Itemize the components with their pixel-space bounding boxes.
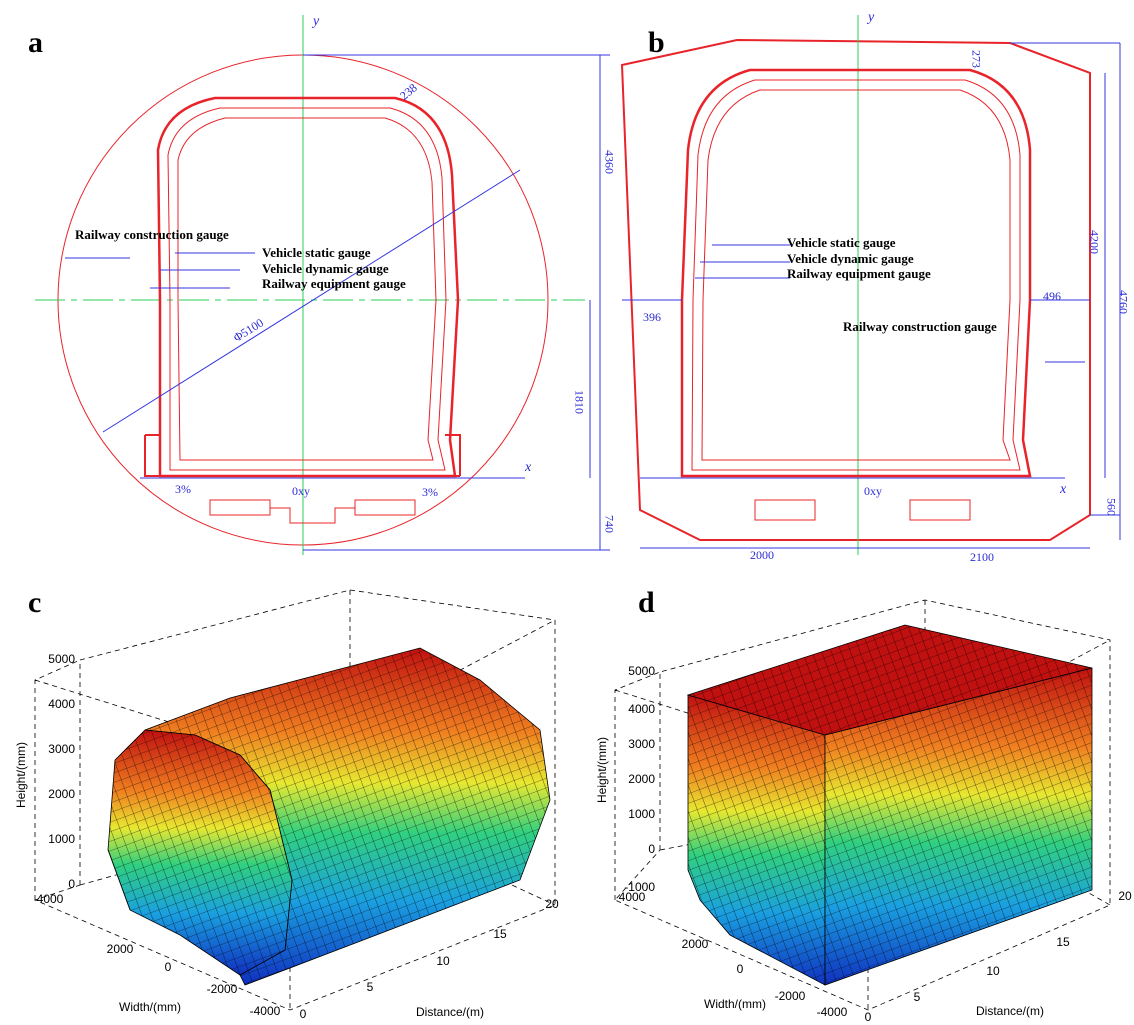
x-tick-label: 0 [865, 1010, 872, 1024]
y-tick-label: -2000 [207, 982, 238, 996]
dimension: 396 [643, 310, 661, 324]
panel-label: b [648, 26, 665, 59]
figure: a y x 0xy Railway construction gauge Veh… [0, 0, 1134, 1025]
axis-name: x [524, 460, 532, 475]
gauge-label: Vehicle static gauge [787, 235, 896, 250]
x-tick-label: 10 [436, 954, 450, 968]
z-tick-label: 1000 [628, 807, 655, 821]
z-tick-label: 5000 [628, 664, 655, 678]
x-tick-label: 5 [367, 980, 374, 994]
gauge-label: Vehicle static gauge [262, 245, 371, 260]
axis-name: y [866, 10, 875, 25]
y-tick-label: -4000 [250, 1004, 281, 1018]
y-tick-label: -2000 [775, 989, 806, 1003]
y-tick-label: 0 [737, 962, 744, 976]
origin-label: 0xy [292, 484, 310, 498]
z-tick-label: 5000 [48, 652, 75, 666]
axis-name: x [1059, 482, 1067, 497]
z-tick-label: 2000 [48, 787, 75, 801]
x-tick-label: 0 [300, 1007, 307, 1021]
dimension: 496 [1043, 289, 1061, 303]
z-axis-label: Height/(mm) [14, 742, 28, 808]
dimension: 4360 [602, 150, 616, 174]
x-tick-label: 20 [1118, 889, 1132, 903]
dimension: 740 [602, 515, 616, 533]
panel-label: a [28, 26, 43, 59]
z-tick-label: 1000 [48, 832, 75, 846]
y-tick-label: 2000 [107, 942, 134, 956]
page: a y x 0xy Railway construction gauge Veh… [0, 0, 1134, 1025]
x-tick-label: 5 [914, 990, 921, 1004]
y-tick-label: 4000 [619, 890, 646, 904]
dimension: 560 [1104, 498, 1118, 516]
dimension: 4760 [1116, 290, 1130, 314]
gauge-label: Railway construction gauge [75, 227, 229, 242]
dimension: 1810 [572, 390, 586, 414]
gauge-label: Vehicle dynamic gauge [262, 261, 389, 276]
gauge-label: Railway equipment gauge [262, 276, 406, 291]
x-axis-label: Distance/(m) [976, 1004, 1044, 1018]
dimension: 2100 [970, 550, 994, 564]
z-tick-label: 3000 [628, 737, 655, 751]
z-tick-label: 0 [648, 842, 655, 856]
gauge-label: Vehicle dynamic gauge [787, 251, 914, 266]
x-axis-label: Distance/(m) [416, 1005, 484, 1019]
dimension: 3% [422, 485, 438, 499]
panel-label: c [28, 586, 41, 619]
panel-label: d [638, 586, 655, 619]
z-tick-label: 2000 [628, 772, 655, 786]
y-axis-label: Width/(mm) [119, 1000, 181, 1014]
dimension: 3% [175, 482, 191, 496]
origin-label: 0xy [864, 484, 882, 498]
z-tick-label: 3000 [48, 742, 75, 756]
x-tick-label: 10 [986, 964, 1000, 978]
z-tick-label: 4000 [48, 697, 75, 711]
dimension: 273 [969, 50, 983, 68]
z-tick-label: 4000 [628, 702, 655, 716]
gauge-label: Railway equipment gauge [787, 266, 931, 281]
x-tick-label: 20 [545, 897, 559, 911]
panel-b-drawing [622, 15, 1120, 555]
z-axis-label: Height/(mm) [595, 737, 609, 803]
dimension: 2000 [750, 548, 774, 562]
z-tick-label: 0 [68, 877, 75, 891]
axis-name: y [311, 14, 320, 29]
y-axis-label: Width/(mm) [704, 997, 766, 1011]
y-tick-label: -4000 [817, 1005, 848, 1019]
x-tick-label: 15 [493, 927, 507, 941]
gauge-label: Railway construction gauge [843, 319, 997, 334]
y-tick-label: 0 [165, 960, 172, 974]
y-tick-label: 4000 [37, 892, 64, 906]
dimension: 4200 [1087, 230, 1101, 254]
y-tick-label: 2000 [682, 937, 709, 951]
x-tick-label: 15 [1056, 935, 1070, 949]
